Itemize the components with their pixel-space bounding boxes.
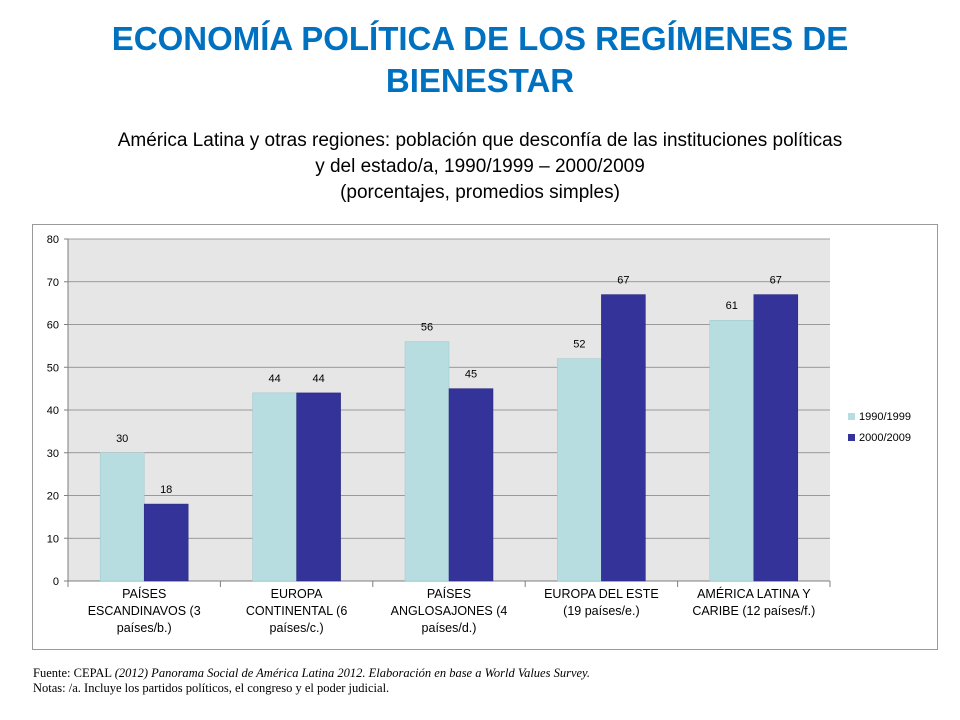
bar xyxy=(143,503,189,582)
legend-label: 2000/2009 xyxy=(859,432,911,444)
data-label: 30 xyxy=(116,433,128,445)
bar xyxy=(252,392,297,582)
data-label: 18 xyxy=(160,484,172,496)
y-tick-label: 40 xyxy=(47,405,59,417)
data-label: 67 xyxy=(617,275,629,287)
chart-subtitle: América Latina y otras regiones: poblaci… xyxy=(20,128,940,206)
bar xyxy=(448,388,494,582)
bar xyxy=(709,319,755,582)
category-label: países/b.) xyxy=(117,621,172,635)
y-tick-label: 70 xyxy=(47,277,59,289)
data-label: 44 xyxy=(268,373,280,385)
chart-frame: 0 10 20 30 40 50 60 70 80 30 18 PAÍSES ESCANDINAVOS … xyxy=(32,224,938,650)
footnotes: Fuente: CEPAL (2012) Panorama Social de … xyxy=(33,666,933,696)
legend-label: 1990/1999 xyxy=(859,411,911,423)
data-label: 56 xyxy=(421,322,433,334)
y-tick-label: 0 xyxy=(53,576,59,588)
bar-chart: 0 10 20 30 40 50 60 70 80 30 18 PAÍSES ESCANDINAVOS … xyxy=(47,234,911,635)
y-tick-label: 80 xyxy=(47,234,59,246)
category-label: (19 países/e.) xyxy=(563,604,639,618)
data-label: 44 xyxy=(312,373,324,385)
bar xyxy=(557,358,602,582)
legend-swatch xyxy=(848,413,855,420)
y-tick-label: 50 xyxy=(47,362,59,374)
category-label: países/c.) xyxy=(270,621,324,635)
category-label: ANGLOSAJONES (4 xyxy=(391,604,508,618)
category-label: PAÍSES xyxy=(427,586,471,601)
source-label: Fuente: CEPAL xyxy=(33,666,115,680)
source-citation: (2012) Panorama Social de América Latina… xyxy=(114,666,591,680)
notes-text: Notas: /a. Incluye los partidos político… xyxy=(33,681,390,695)
slide-title: ECONOMÍA POLÍTICA DE LOS REGÍMENES DE BI… xyxy=(111,20,849,99)
bar xyxy=(404,341,450,582)
subtitle-line-2: y del estado/a, 1990/1999 – 2000/2009 xyxy=(315,156,645,177)
subtitle-line-1: América Latina y otras regiones: poblaci… xyxy=(117,130,843,151)
bar xyxy=(601,294,646,582)
category-label: CONTINENTAL (6 xyxy=(246,604,347,618)
bar xyxy=(296,392,341,582)
y-tick-label: 10 xyxy=(47,533,59,545)
category-label: PAÍSES xyxy=(122,586,166,601)
data-label: 45 xyxy=(465,369,477,381)
data-label: 67 xyxy=(770,275,782,287)
category-label: ESCANDINAVOS (3 xyxy=(88,604,201,618)
category-label: EUROPA DEL ESTE xyxy=(544,587,659,601)
data-label: 52 xyxy=(573,339,585,351)
data-label: 61 xyxy=(726,300,738,312)
source-note: Fuente: CEPAL (2012) Panorama Social de … xyxy=(33,666,933,681)
bar xyxy=(99,452,145,582)
category-label: AMÉRICA LATINA Y xyxy=(697,586,811,601)
category-label: EUROPA xyxy=(271,587,324,601)
bar xyxy=(753,294,799,582)
y-tick-label: 60 xyxy=(47,320,59,332)
category-label: CARIBE (12 países/f.) xyxy=(692,604,815,618)
y-tick-label: 30 xyxy=(47,448,59,460)
y-tick-label: 20 xyxy=(47,491,59,503)
category-label: países/d.) xyxy=(422,621,477,635)
legend-swatch xyxy=(848,434,855,441)
subtitle-line-3: (porcentajes, promedios simples) xyxy=(340,182,620,203)
